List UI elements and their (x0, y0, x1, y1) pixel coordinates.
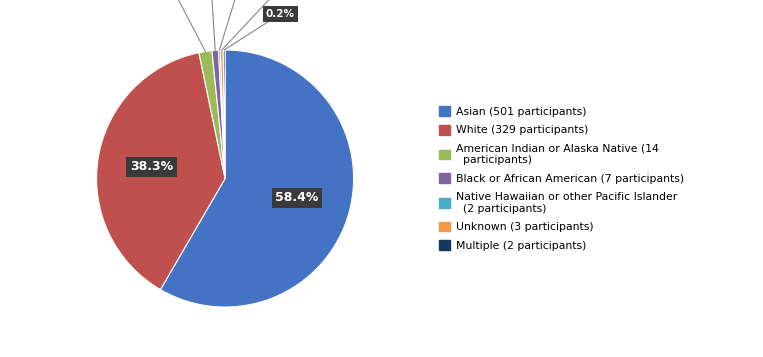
Wedge shape (224, 50, 225, 178)
Wedge shape (221, 50, 225, 178)
Text: 0.8%: 0.8% (195, 0, 224, 50)
Wedge shape (97, 53, 225, 290)
Text: 0.3%: 0.3% (222, 0, 304, 50)
Text: 0.2%: 0.2% (224, 9, 295, 50)
Wedge shape (160, 50, 353, 307)
Text: 0.2%: 0.2% (220, 0, 262, 50)
Wedge shape (218, 50, 225, 178)
Wedge shape (199, 51, 225, 178)
Text: 38.3%: 38.3% (130, 160, 173, 173)
Text: 1.6%: 1.6% (156, 0, 205, 51)
Wedge shape (212, 50, 225, 178)
Text: 58.4%: 58.4% (275, 191, 319, 205)
Legend: Asian (501 participants), White (329 participants), American Indian or Alaska Na: Asian (501 participants), White (329 par… (439, 106, 684, 251)
